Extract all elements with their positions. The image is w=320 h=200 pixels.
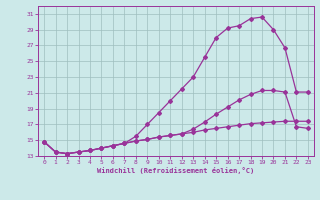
X-axis label: Windchill (Refroidissement éolien,°C): Windchill (Refroidissement éolien,°C) <box>97 167 255 174</box>
